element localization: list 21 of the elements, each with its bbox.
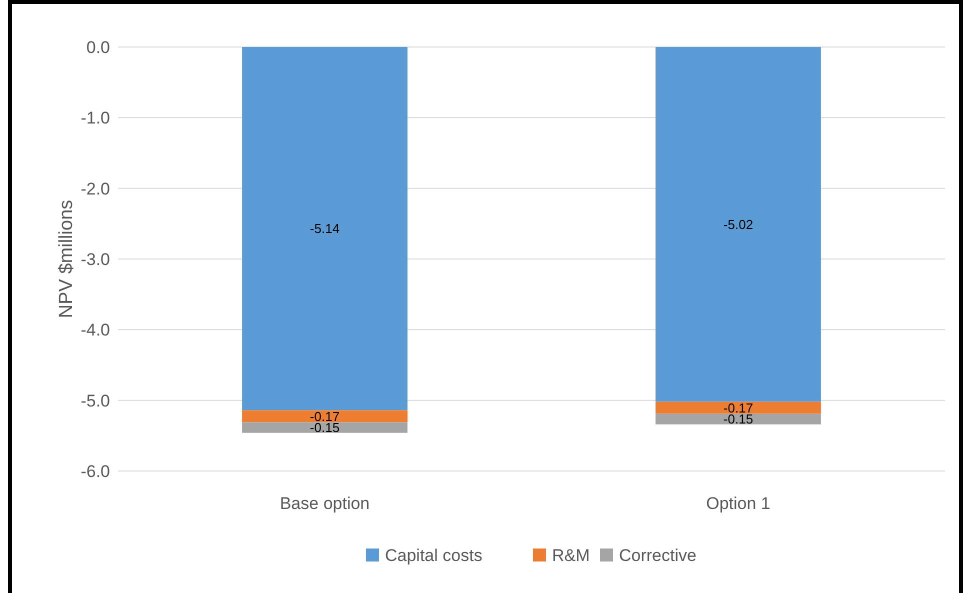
data-label: -5.14 [310,221,340,236]
legend-label: R&M [552,546,590,565]
y-tick-label: -2.0 [80,179,110,198]
legend-label: Capital costs [385,546,482,565]
y-tick-label: -5.0 [80,391,110,410]
y-tick-label: 0.0 [86,38,110,57]
x-tick-label: Option 1 [706,494,770,513]
bar [242,422,408,433]
bar [242,47,408,410]
legend-label: Corrective [619,546,696,565]
x-tick-label: Base option [280,494,370,513]
bar [656,47,821,402]
bar [656,414,821,424]
data-label: -5.02 [723,216,754,232]
bar [242,410,408,422]
y-axis-title: NPV $millions [56,200,77,318]
y-tick-label: -4.0 [80,320,110,340]
y-tick-label: -3.0 [80,250,110,269]
bar [656,402,821,414]
y-tick-label: -1.0 [80,108,110,128]
y-tick-label: -6.0 [80,462,110,481]
